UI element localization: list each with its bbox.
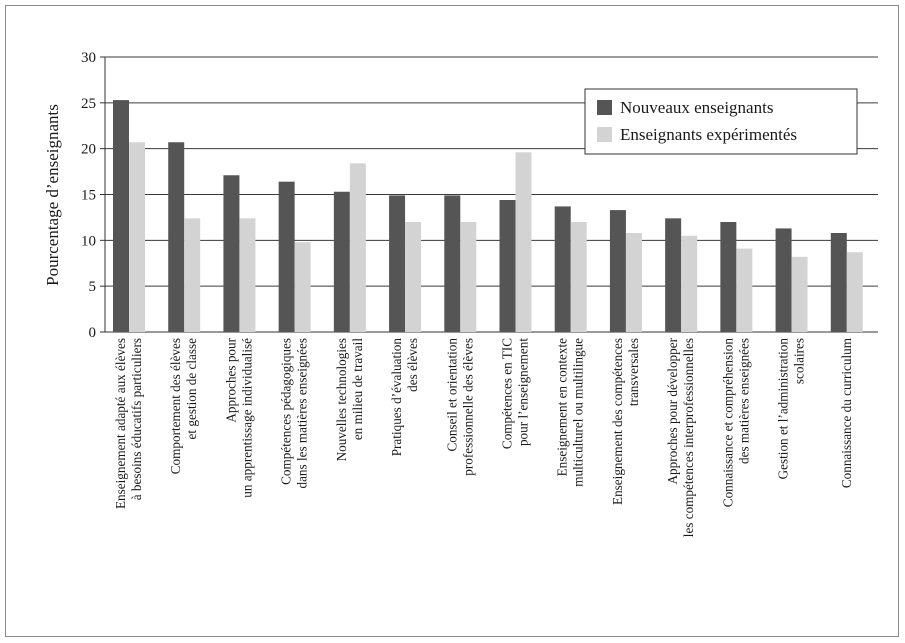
bar-nouveaux [113, 100, 129, 332]
legend-label-experimentes: Enseignants expérimentés [620, 125, 797, 144]
x-category-label: les compétences interprofessionnelles [681, 338, 696, 537]
bar-nouveaux [499, 200, 516, 332]
bar-nouveaux [720, 222, 737, 332]
x-category-label: Conseil et orientation [444, 338, 459, 452]
x-category-label: Enseignement adapté aux élèves [113, 338, 128, 509]
bar-experimentes [681, 235, 698, 332]
x-category-label: des matières enseignées [736, 338, 751, 464]
x-category-label: transversales [626, 338, 641, 406]
bar-experimentes [570, 222, 587, 332]
bar-nouveaux [665, 218, 682, 332]
x-category-label: pour l’enseignement [516, 338, 531, 446]
bar-nouveaux [554, 206, 571, 332]
x-category-label: dans les matières enseignées [295, 338, 310, 489]
bar-nouveaux [775, 228, 792, 332]
bar-experimentes [736, 248, 753, 332]
bar-experimentes [294, 242, 311, 332]
x-category-label: un apprentissage individualisé [239, 338, 254, 498]
y-axis-title: Pourcentage d’enseignants [43, 104, 62, 286]
x-category-label: Enseignement des compétences [610, 338, 625, 505]
bar-experimentes [129, 142, 145, 332]
x-category-label: Approches pour développer [665, 337, 680, 484]
legend-swatch-experimentes [597, 127, 612, 142]
bar-experimentes [239, 218, 256, 332]
y-tick-label: 25 [81, 96, 96, 112]
bar-nouveaux [223, 175, 240, 332]
bar-experimentes [515, 152, 532, 332]
bars [113, 100, 863, 332]
bar-experimentes [846, 252, 863, 332]
legend-swatch-nouveaux [597, 100, 612, 115]
bar-experimentes [405, 222, 422, 332]
y-tick-label: 15 [81, 188, 96, 204]
bar-experimentes [184, 218, 201, 332]
x-category-label: professionnelle des élèves [460, 338, 475, 476]
legend-box [584, 88, 858, 155]
bar-experimentes [791, 256, 808, 332]
x-category-label: Compétences en TIC [500, 338, 515, 449]
bar-nouveaux [278, 181, 295, 332]
y-tick-labels: 0 5 10 15 20 25 30 [81, 50, 96, 341]
bar-experimentes [349, 163, 366, 332]
bar-nouveaux [830, 233, 847, 332]
x-category-label: Gestion et l’administration [776, 338, 791, 480]
x-category-label: Nouvelles technologies [334, 338, 349, 461]
x-category-label: Connaissance du curriculum [839, 337, 854, 488]
x-category-label: scolaires [792, 338, 807, 384]
x-category-label: Pratiques d’évaluation [389, 338, 404, 457]
y-tick-label: 20 [81, 142, 96, 158]
x-category-label: à besoins éducatifs particuliers [129, 338, 144, 500]
bar-nouveaux [168, 142, 185, 332]
x-category-label: et gestion de classe [184, 338, 199, 440]
x-category-label: Approches pour [223, 337, 238, 422]
bar-nouveaux [389, 195, 406, 332]
legend-label-nouveaux: Nouveaux enseignants [620, 98, 773, 117]
x-category-labels: Enseignement adapté aux élèves à besoins … [113, 337, 854, 537]
x-category-label: en milieu de travail [350, 338, 365, 441]
bar-nouveaux [333, 191, 350, 332]
x-category-label: des élèves [405, 338, 420, 392]
x-category-label: Connaissance et compréhension [720, 338, 735, 508]
legend: Nouveaux enseignants Enseignants expérim… [584, 88, 858, 155]
bar-nouveaux [444, 195, 461, 332]
y-tick-label: 30 [81, 50, 96, 66]
bar-experimentes [460, 222, 477, 332]
y-tick-label: 0 [89, 325, 97, 341]
bar-nouveaux [609, 210, 626, 332]
y-tick-label: 10 [81, 233, 96, 249]
y-tick-label: 5 [89, 279, 97, 295]
x-category-label: Compétences pédagogiques [279, 338, 294, 485]
x-category-label: Comportement des élèves [168, 338, 183, 474]
bar-experimentes [625, 233, 642, 332]
x-category-label: Enseignement en contexte [555, 338, 570, 477]
x-category-label: multiculturel ou multilingue [571, 338, 586, 487]
